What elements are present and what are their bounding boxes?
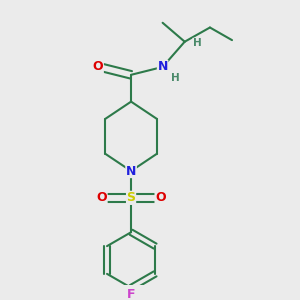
Text: N: N <box>126 164 136 178</box>
Text: N: N <box>158 60 168 74</box>
Text: H: H <box>171 73 180 83</box>
Text: F: F <box>127 288 135 300</box>
Text: O: O <box>93 60 103 74</box>
Text: H: H <box>193 38 202 48</box>
Text: O: O <box>155 191 166 204</box>
Text: S: S <box>127 191 136 204</box>
Text: O: O <box>96 191 107 204</box>
